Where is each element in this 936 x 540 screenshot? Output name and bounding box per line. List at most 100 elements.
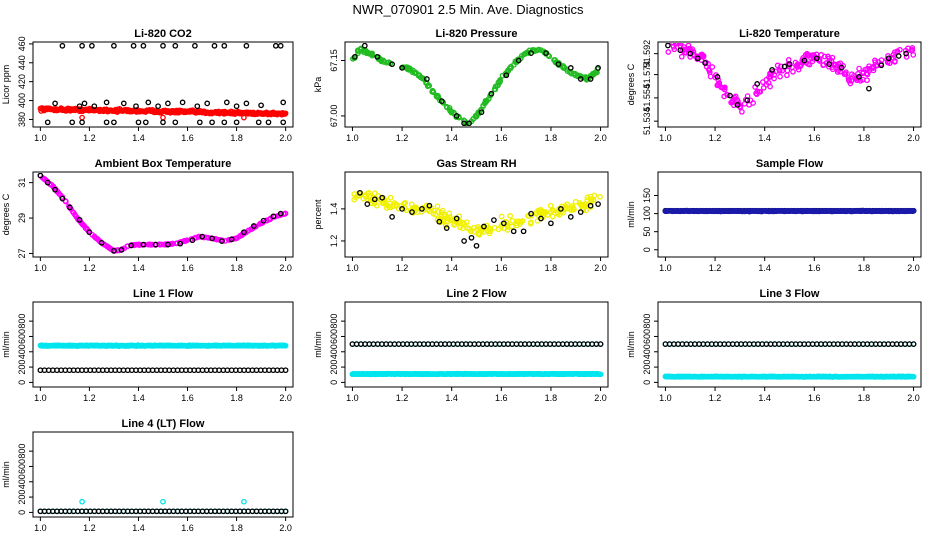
y-tick-label: 460 [17, 36, 27, 51]
data-point-black [567, 214, 574, 220]
data-point-black [209, 235, 215, 242]
x-tick-label: 1.2 [396, 393, 409, 403]
x-tick-label: 1.4 [758, 263, 771, 273]
x-tick-label: 1.6 [808, 393, 821, 403]
plot-frame [32, 431, 294, 518]
data-point-black [903, 50, 909, 57]
y-tick-label: 1.4 [329, 203, 339, 216]
x-tick-label: 1.2 [709, 263, 722, 273]
data-point-main [709, 64, 716, 70]
data-point-black [548, 220, 554, 227]
chart-sample-flow: Sample Flow ml/min 1.0 1.2 1.4 1.6 1.8 2.0 0 50 10… [626, 158, 922, 273]
data-point-black-high [192, 43, 198, 49]
data-point-main [570, 205, 577, 212]
data-point-main [508, 63, 514, 70]
data-point-black-low [103, 119, 110, 126]
data-point-main [777, 73, 783, 80]
y-axis-label: degrees C [1, 193, 11, 235]
y-tick-label: 51.592 [642, 40, 652, 68]
y-tick-label: 600 [329, 329, 339, 344]
x-tick-label: 1.8 [858, 133, 871, 143]
data-point-black [165, 241, 171, 248]
x-tick-label: 1.4 [758, 393, 771, 403]
data-point-black-low [233, 119, 240, 126]
data-point-main [205, 235, 212, 241]
data-point-main [524, 49, 531, 56]
x-tick-label: 2.0 [279, 393, 292, 403]
chart-line2: Line 2 Flow ml/min 1.0 1.2 1.4 1.6 1.8 2.0 0 2004… [313, 288, 609, 403]
x-tick-label: 1.8 [230, 263, 243, 273]
data-point-black-mid [81, 100, 88, 107]
chart-li-temp: Li-820 Temperature degrees C 1.0 1.2 1.4 1.6 1… [626, 28, 922, 143]
data-point-black [199, 233, 206, 240]
data-point-main [453, 219, 459, 225]
plot-frame [344, 41, 609, 128]
x-tick-label: 1.6 [181, 523, 194, 533]
data-point-main [669, 43, 676, 46]
data-point-main [281, 211, 287, 217]
data-point-black-mid [120, 100, 127, 107]
data-point-black [424, 76, 430, 82]
data-point-black [128, 242, 134, 249]
data-point-black [461, 238, 467, 244]
data-point-main [856, 65, 862, 72]
y-tick-label: 100 [642, 206, 652, 221]
data-point-main [774, 62, 781, 69]
data-point-main [554, 210, 561, 217]
x-tick-label: 1.8 [230, 523, 243, 533]
data-point-main [448, 109, 455, 116]
data-point-main [434, 203, 441, 210]
data-point-black-low [135, 119, 142, 126]
x-tick-label: 1.4 [445, 133, 458, 143]
data-point-red-outliers [241, 114, 247, 121]
y-tick-label: 51.534 [642, 107, 652, 135]
data-point-main [149, 241, 155, 248]
x-tick-label: 1.4 [132, 263, 145, 273]
data-point-main [443, 104, 450, 110]
data-point-black [389, 214, 395, 220]
x-tick-label: 1.0 [34, 263, 47, 273]
plot-frame [657, 171, 922, 258]
data-point-black [111, 247, 117, 254]
data-point-main [721, 84, 728, 91]
data-point-black [714, 74, 721, 80]
data-point-main [438, 209, 445, 216]
data-point-main [527, 220, 534, 227]
data-point-cyan-low [910, 373, 917, 380]
data-point-main [897, 46, 903, 53]
data-point-black-mid [233, 103, 240, 110]
data-point-black [687, 50, 694, 57]
data-point-main [549, 213, 556, 220]
y-tick-label: 1.2 [329, 235, 339, 248]
data-point-black [528, 50, 534, 56]
y-axis-label: ml/min [1, 461, 11, 488]
y-tick-label: 440 [17, 55, 27, 70]
y-tick-label: 200 [642, 360, 652, 375]
x-tick-label: 1.4 [132, 133, 145, 143]
x-tick-label: 1.4 [758, 133, 771, 143]
data-point-black [503, 72, 510, 79]
y-tick-label: 67.00 [329, 105, 339, 128]
data-point-black [587, 76, 594, 82]
data-point-main [910, 52, 917, 58]
data-point-black [453, 215, 460, 222]
x-tick-label: 1.8 [545, 263, 558, 273]
chart-line4: Line 4 (LT) Flow ml/min 1.0 1.2 1.4 1.6 1.8 2.0… [1, 418, 294, 533]
data-point-main [804, 52, 811, 58]
data-point-main [891, 49, 898, 56]
data-point-main [401, 205, 408, 211]
data-point-black [577, 209, 584, 215]
data-point-main [561, 64, 568, 71]
x-tick-label: 2.0 [279, 133, 292, 143]
x-tick-label: 1.0 [346, 393, 359, 403]
data-point-black-low [44, 119, 51, 126]
data-point-black [595, 201, 601, 207]
data-point-black-low [79, 119, 85, 126]
data-point-black [59, 195, 66, 202]
data-point-main [721, 86, 728, 93]
data-point-black [270, 213, 277, 220]
data-point-main [547, 202, 554, 209]
data-point-main [750, 100, 756, 106]
data-point-black [515, 57, 522, 64]
